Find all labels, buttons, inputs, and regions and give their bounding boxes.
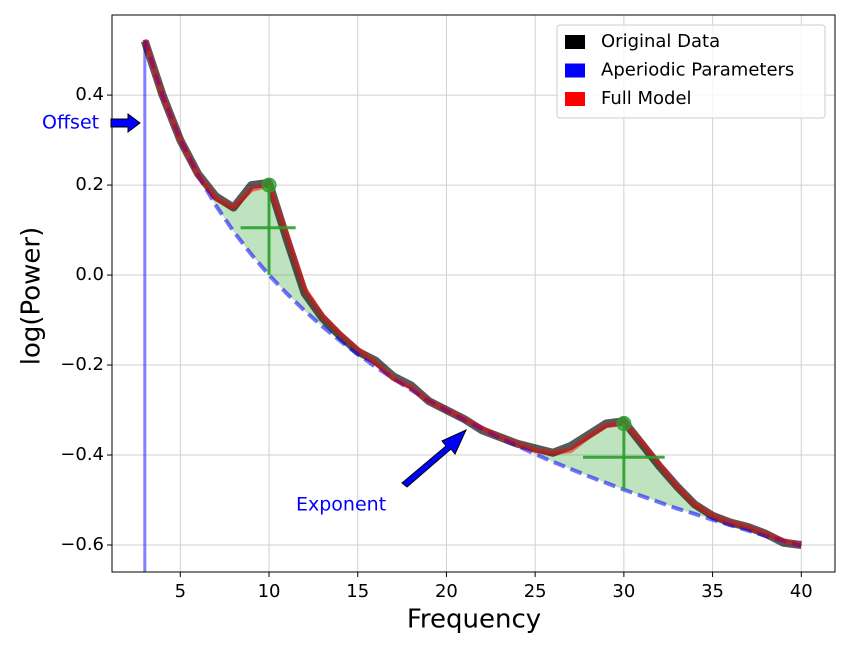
legend-label: Original Data (601, 31, 720, 52)
y-axis-label: log(Power) (17, 227, 47, 366)
legend-swatch (565, 63, 585, 78)
x-tick-label: 10 (258, 581, 281, 602)
x-tick-label: 25 (524, 581, 547, 602)
legend-swatch (565, 35, 585, 49)
x-tick-label: 5 (175, 581, 186, 602)
plot-frame (111, 14, 836, 573)
legend-label: Aperiodic Parameters (601, 60, 794, 81)
y-tick-label: −0.2 (60, 354, 104, 375)
y-tick-label: 0.0 (75, 264, 104, 285)
legend-box (556, 24, 826, 119)
legend: Original Data Aperiodic Parameters Full Mo… (556, 24, 826, 119)
x-tick-label: 15 (346, 581, 369, 602)
peak-point (616, 416, 632, 432)
x-tick-label: 35 (701, 581, 724, 602)
x-tick-label: 30 (612, 581, 635, 602)
y-tick-label: −0.6 (60, 534, 104, 555)
annotation: Offset (42, 112, 99, 134)
series-line (142, 38, 802, 548)
x-tick-label: 40 (790, 581, 813, 602)
x-axis-label: Frequency (407, 605, 541, 635)
annotation-arrow (110, 113, 141, 133)
annotation: Exponent (296, 494, 386, 516)
y-tick-label: −0.4 (60, 444, 104, 465)
y-tick-label: 0.4 (75, 84, 104, 105)
legend-label: Full Model (601, 88, 692, 109)
y-tick-label: 0.2 (75, 174, 104, 195)
peak-point (261, 177, 277, 193)
legend-swatch (565, 92, 585, 106)
x-tick-label: 20 (435, 581, 458, 602)
annotation-arrow (401, 428, 468, 488)
